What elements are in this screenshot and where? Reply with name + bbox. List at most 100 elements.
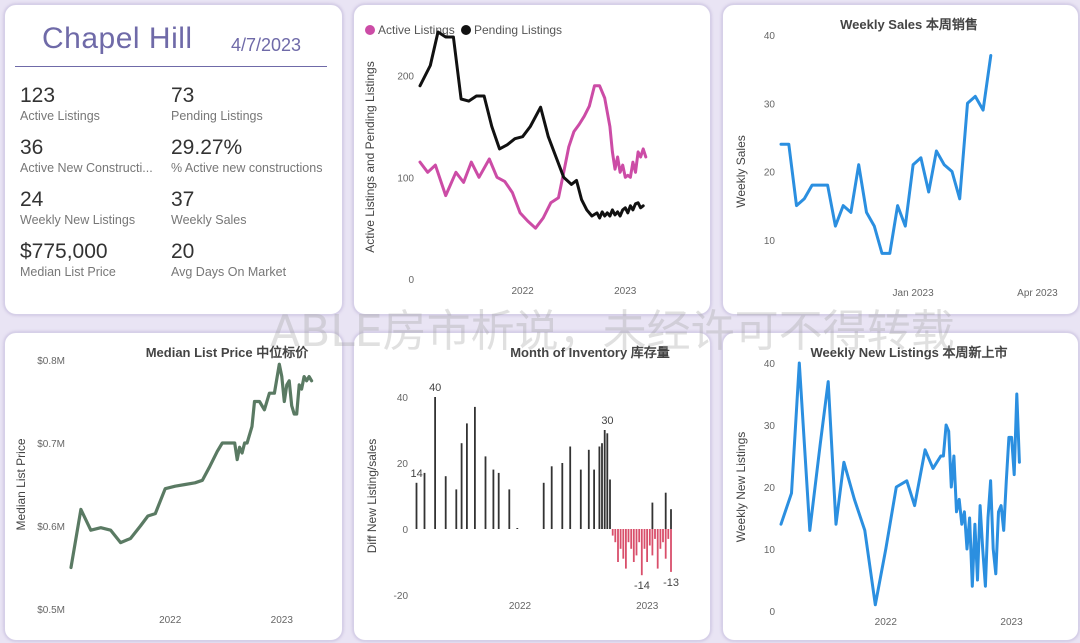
bar-positive xyxy=(587,449,590,529)
bar-negative xyxy=(648,529,651,546)
bar-negative xyxy=(638,529,641,543)
bar-negative xyxy=(643,529,646,549)
kpi-card: Chapel Hill 4/7/2023 123 Active Listings… xyxy=(4,4,343,315)
y-tick-label: 20 xyxy=(764,168,776,179)
weekly-new-listings-chart-svg: Weekly New Listings 本周新上市 Weekly New List… xyxy=(734,345,1023,628)
x-tick-label: 2023 xyxy=(271,615,294,626)
month-of-inventory-chart: Month of Inventory 库存量 Diff New Listing/s… xyxy=(353,332,711,641)
x-tick-label: 2023 xyxy=(1000,617,1023,628)
bar-positive xyxy=(664,492,667,529)
data-label: -14 xyxy=(634,580,650,592)
bar-negative xyxy=(651,529,654,556)
bar-positive xyxy=(609,479,611,529)
bar-negative xyxy=(611,529,614,536)
y-axis-label: Weekly Sales xyxy=(734,135,748,207)
x-tick-label: 2022 xyxy=(512,286,535,297)
month-of-inventory-chart-svg: Month of Inventory 库存量 Diff New Listing/s… xyxy=(365,345,679,612)
kpi-label: % Active new constructions xyxy=(171,161,323,175)
data-label: -13 xyxy=(663,577,679,589)
bar-positive xyxy=(455,489,458,529)
kpi-pending-listings: 73 Pending Listings xyxy=(171,84,321,124)
bar-positive xyxy=(434,397,436,529)
x-tick-label: 2022 xyxy=(509,601,532,612)
bar-positive xyxy=(598,446,601,529)
bar-positive xyxy=(651,502,654,529)
kpi-value: 24 xyxy=(20,188,44,211)
bar-negative xyxy=(614,529,617,543)
kpi-avg-days-on-market: 20 Avg Days On Market xyxy=(171,240,321,280)
kpi-median-list-price: $775,000 Median List Price xyxy=(20,240,170,280)
x-tick-label: 2023 xyxy=(614,286,637,297)
active-pending-chart-svg: Active Listings and Pending Listings 0 100… xyxy=(363,23,648,297)
kpi-weekly-new-listings: 24 Weekly New Listings xyxy=(20,188,170,228)
legend-marker xyxy=(461,25,471,35)
chart-title: Median List Price 中位标价 xyxy=(146,345,310,360)
y-tick-label: 10 xyxy=(764,236,776,247)
bar-negative xyxy=(654,529,656,539)
y-tick-label: 200 xyxy=(397,72,414,83)
bar-positive xyxy=(415,482,418,529)
bar-positive xyxy=(606,433,609,529)
median-list-price-chart-svg: Median List Price 中位标价 Median List Price $… xyxy=(14,345,314,626)
series-line-pending-listings xyxy=(418,30,645,220)
kpi-label: Weekly New Listings xyxy=(20,213,136,227)
bar-positive xyxy=(516,528,519,529)
bar-negative xyxy=(667,529,670,539)
bar-negative xyxy=(627,529,630,543)
bar-positive xyxy=(460,443,463,529)
series-line-weekly-new-listings xyxy=(779,361,1021,607)
legend-label: Pending Listings xyxy=(474,23,562,37)
kpi-value: 73 xyxy=(171,84,195,107)
bar-positive xyxy=(492,469,495,529)
x-tick-label: 2022 xyxy=(875,617,898,628)
bar-positive xyxy=(603,430,606,529)
bar-positive xyxy=(550,466,553,529)
kpi-value: 123 xyxy=(20,84,56,107)
bar-negative xyxy=(640,529,643,576)
median-list-price-chart: Median List Price 中位标价 Median List Price $… xyxy=(4,332,343,641)
bar-positive xyxy=(474,406,476,529)
chart-title: Weekly New Listings 本周新上市 xyxy=(811,345,1008,360)
x-tick-label: 2023 xyxy=(636,601,659,612)
bar-positive xyxy=(542,482,545,529)
bar-negative xyxy=(632,529,635,562)
chart-title: Month of Inventory 库存量 xyxy=(510,345,670,360)
x-tick-label: Jan 2023 xyxy=(893,288,935,299)
legend-label: Active Listings xyxy=(378,23,455,37)
bar-negative xyxy=(656,529,659,569)
data-label: 40 xyxy=(429,382,441,394)
kpi-value: 20 xyxy=(171,240,195,263)
y-tick-label: 100 xyxy=(397,173,414,184)
y-tick-label: $0.6M xyxy=(37,522,65,533)
x-tick-label: 2022 xyxy=(159,615,182,626)
bar-negative xyxy=(664,529,667,559)
kpi-label: Pending Listings xyxy=(171,109,263,123)
y-tick-label: 30 xyxy=(764,99,776,110)
kpi-value: 36 xyxy=(20,136,44,159)
y-tick-label: 20 xyxy=(764,483,776,494)
kpi-value: 29.27% xyxy=(171,136,243,159)
y-axis-label: Weekly New Listings xyxy=(734,432,748,542)
bar-negative xyxy=(635,529,638,556)
kpi-value: $775,000 xyxy=(20,240,108,263)
bar-positive xyxy=(466,423,468,529)
city-title: Chapel Hill xyxy=(42,22,193,55)
series-line-weekly-sales xyxy=(779,54,993,255)
kpi-label: Avg Days On Market xyxy=(171,265,287,279)
y-tick-label: 40 xyxy=(764,359,776,370)
kpi-active-new-construction: 36 Active New Constructi... xyxy=(20,136,155,176)
y-tick-label: 30 xyxy=(764,421,776,432)
y-axis-label: Active Listings and Pending Listings xyxy=(363,61,377,252)
bar-negative xyxy=(630,529,633,549)
bar-positive xyxy=(444,476,447,529)
bar-positive xyxy=(670,509,672,529)
y-tick-label: 10 xyxy=(764,545,776,556)
bar-positive xyxy=(593,469,595,529)
y-tick-label: $0.8M xyxy=(37,356,65,367)
legend-marker xyxy=(365,25,375,35)
bar-negative xyxy=(670,529,672,572)
data-label: 14 xyxy=(411,468,423,480)
y-axis-label: Diff New Listing/sales xyxy=(365,439,379,554)
kpi-label: Median List Price xyxy=(20,265,116,279)
bar-negative xyxy=(619,529,622,549)
